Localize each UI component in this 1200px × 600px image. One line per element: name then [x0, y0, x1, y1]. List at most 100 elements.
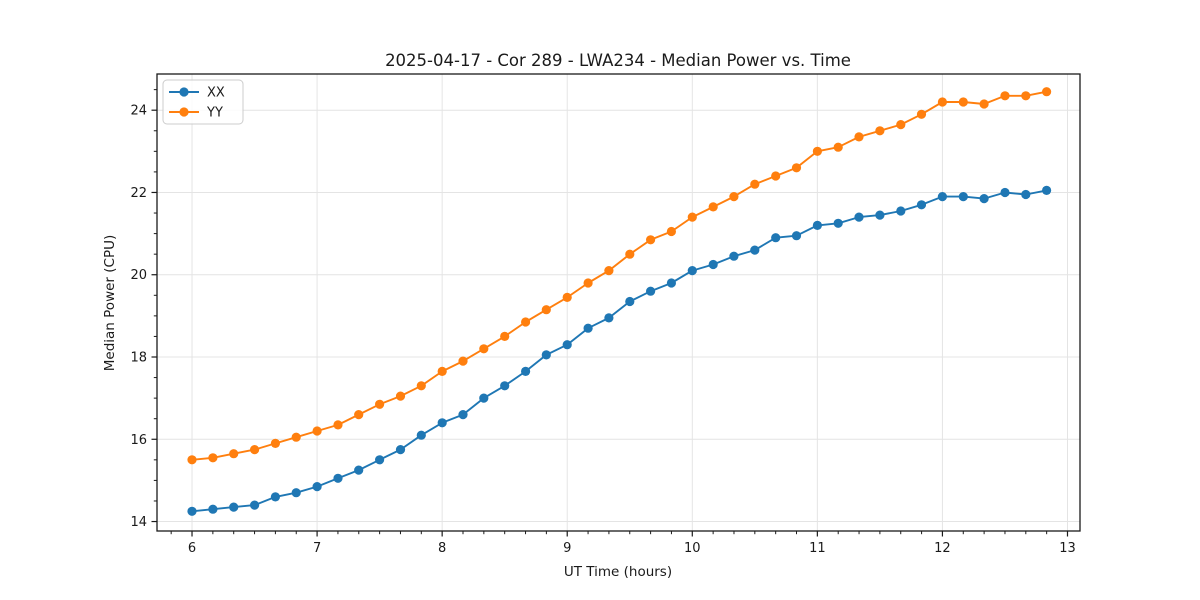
data-point-yy [771, 171, 781, 181]
gridlines-layer [157, 74, 1080, 531]
data-point-xx [541, 350, 551, 360]
data-point-yy [395, 391, 406, 401]
data-point-yy [646, 235, 656, 245]
data-point-yy [479, 344, 489, 354]
data-point-yy [708, 202, 718, 212]
data-point-xx [458, 410, 468, 420]
data-point-yy [416, 381, 426, 391]
data-point-xx [687, 266, 697, 276]
legend-label-xx: XX [207, 86, 225, 101]
data-point-yy [541, 305, 551, 315]
data-point-xx [771, 233, 781, 243]
data-point-yy [916, 109, 927, 119]
data-point-yy [958, 97, 968, 107]
ticks-layer: 6 7 8 9 10 11 12 13 14 16 18 20 22 24 [130, 89, 1076, 556]
x-tick-label: 8 [438, 541, 446, 556]
data-point-xx [791, 231, 802, 241]
axes-border [156, 73, 1081, 532]
data-point-yy [854, 132, 864, 142]
legend-box [162, 79, 244, 125]
data-point-yy [354, 410, 364, 420]
data-point-xx [916, 200, 927, 210]
data-point-xx [1042, 185, 1052, 195]
y-tick-label: 18 [130, 351, 147, 366]
data-point-xx [333, 473, 343, 483]
data-point-xx [604, 313, 614, 323]
data-point-yy [625, 249, 635, 259]
data-point-yy [937, 97, 948, 107]
data-point-xx [229, 502, 239, 512]
data-point-yy [812, 146, 823, 156]
data-point-xx [812, 220, 823, 230]
data-point-yy [791, 163, 802, 173]
data-point-xx [854, 212, 864, 222]
x-tick-label: 7 [313, 541, 321, 556]
data-point-yy [604, 266, 614, 276]
data-point-xx [896, 206, 906, 216]
legend-marker-xx [179, 87, 189, 97]
data-point-xx [187, 506, 197, 516]
data-point-xx [395, 445, 406, 455]
data-point-xx [958, 192, 968, 202]
x-tick-label: 10 [684, 541, 701, 556]
y-tick-label: 22 [130, 186, 147, 201]
data-point-yy [437, 366, 447, 376]
data-point-xx [250, 500, 260, 510]
data-point-yy [979, 99, 989, 109]
x-tick-label: 9 [563, 541, 571, 556]
y-tick-label: 16 [130, 433, 147, 448]
legend-marker-yy [179, 107, 189, 117]
data-point-xx [750, 245, 760, 255]
data-point-yy [562, 292, 572, 302]
data-point-yy [687, 212, 697, 222]
y-tick-label: 20 [130, 268, 147, 283]
x-tick-label: 12 [934, 541, 951, 556]
data-point-xx [666, 278, 677, 288]
data-point-xx [625, 296, 635, 307]
data-point-xx [479, 393, 489, 403]
data-point-xx [375, 455, 385, 465]
data-point-yy [521, 317, 531, 327]
data-point-yy [729, 192, 739, 202]
data-point-yy [1042, 87, 1052, 97]
data-point-xx [354, 465, 364, 475]
data-point-yy [875, 126, 885, 136]
data-point-xx [937, 192, 948, 202]
data-point-yy [270, 438, 280, 448]
data-point-yy [833, 142, 843, 152]
legend-label-yy: YY [206, 106, 223, 121]
data-point-yy [1000, 91, 1010, 101]
data-point-xx [208, 504, 218, 514]
data-point-xx [708, 259, 718, 270]
data-point-yy [500, 331, 510, 341]
data-point-xx [875, 210, 885, 220]
data-point-xx [416, 430, 426, 440]
x-axis-label: UT Time (hours) [564, 564, 672, 580]
data-point-yy [250, 445, 260, 455]
x-tick-label: 13 [1059, 541, 1076, 556]
data-point-yy [208, 453, 218, 463]
series-line-yy [191, 90, 1048, 461]
data-point-xx [833, 218, 843, 228]
series-line-xx [191, 189, 1048, 513]
data-point-yy [458, 356, 468, 366]
y-tick-label: 14 [130, 515, 147, 530]
data-point-yy [187, 455, 197, 465]
data-point-xx [291, 488, 301, 498]
data-point-yy [896, 120, 906, 130]
data-point-xx [437, 418, 447, 428]
data-point-yy [583, 278, 593, 288]
data-point-yy [375, 399, 385, 409]
data-point-yy [333, 420, 343, 430]
data-point-xx [646, 286, 656, 296]
data-point-xx [979, 194, 989, 204]
y-tick-label: 24 [130, 104, 147, 119]
chart-title: 2025-04-17 - Cor 289 - LWA234 - Median P… [385, 51, 851, 70]
data-point-yy [666, 226, 677, 237]
data-point-xx [312, 482, 322, 492]
data-point-yy [750, 179, 760, 189]
data-point-yy [229, 449, 239, 459]
data-point-xx [562, 340, 572, 350]
